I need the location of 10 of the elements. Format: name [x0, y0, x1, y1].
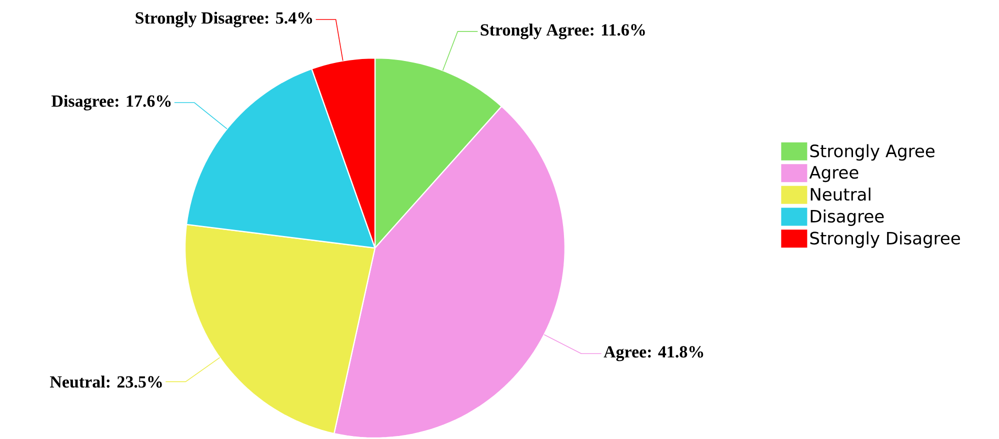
data-label: Neutral: 23.5%: [50, 376, 162, 388]
legend-label: Strongly Agree: [810, 144, 934, 161]
data-label: Strongly Disagree: 5.4%: [136, 12, 312, 28]
legend-label: Disagree: [810, 210, 884, 226]
data-label: Disagree: 17.6%: [51, 94, 171, 110]
legend-label: Strongly Disagree: [810, 231, 960, 248]
legend-label: Agree: [809, 166, 858, 182]
data-label: Agree: 41.8%: [604, 346, 704, 362]
data-label: Strongly Agree: 11.6%: [480, 24, 645, 40]
legend-label: Neutral: [810, 188, 870, 201]
